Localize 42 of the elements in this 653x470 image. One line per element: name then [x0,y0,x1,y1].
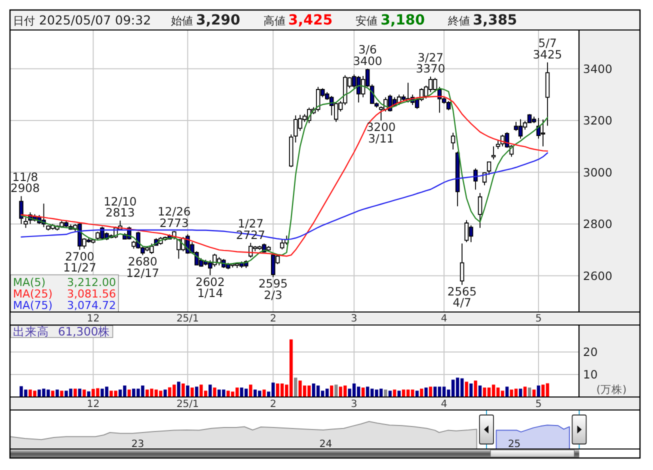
y-tick-label: 3200 [583,114,612,128]
chart-title: 日付 2025/05/07 09:32 [13,12,152,28]
x-tick-label: 4 [440,399,448,410]
y-axis-title: (万株) [596,383,627,396]
annotation: 12/10 2813 [104,194,137,220]
y-tick-label: 2800 [583,217,612,232]
x-tick-label: 2 [270,399,276,410]
x-tick-label: 12 [86,314,100,325]
annotation: 5/7 3425 [532,36,562,62]
annotation: 2680 12/17 [126,254,160,280]
x-tick-label: 23 [131,439,144,450]
annotation: 3/27 3370 [416,50,446,76]
annotation: 2595 2/3 [258,276,288,302]
x-tick-label: 2 [270,314,276,325]
annotation: 11/8 2908 [10,170,40,196]
x-tick-label: 4 [440,314,448,325]
y-tick-label: 10 [583,368,598,382]
y-tick-label: 2600 [583,268,612,283]
x-tick-label: 5 [535,399,542,410]
text: 高値 3,425 [263,12,333,28]
text: 始値 3,290 [171,12,241,28]
annotation: 2602 1/14 [196,274,225,300]
annotation: 12/26 2773 [158,204,191,230]
x-tick-label: 24 [319,439,332,450]
y-tick-label: 3000 [583,165,612,180]
series-names: MA(5) 3,212.00 MA(25) 3,081.56 MA(75) 3,074.72 [10,274,119,312]
x-tick-label: 5 [535,314,542,325]
annotation: 3200 3/11 [366,120,396,146]
chart-title: 出来高 61,300株 [13,324,110,338]
text: 安値 3,180 [356,12,426,28]
x-tick-label: 3 [350,314,358,325]
y-tick-label: 3400 [583,62,612,76]
x-tick-label: 25 [508,439,521,450]
annotation: 3/6 3400 [352,42,382,68]
y-tick-label: 20 [583,345,598,360]
annotation: 2700 11/27 [63,249,96,275]
text: 終値 3,385 [446,12,518,28]
x-tick-label: 25/1 [176,314,199,325]
x-tick-label: 3 [350,399,358,410]
x-tick-label: 25/1 [176,399,199,410]
x-tick-label: 12 [86,399,100,410]
annotation: 2565 4/7 [447,284,477,310]
